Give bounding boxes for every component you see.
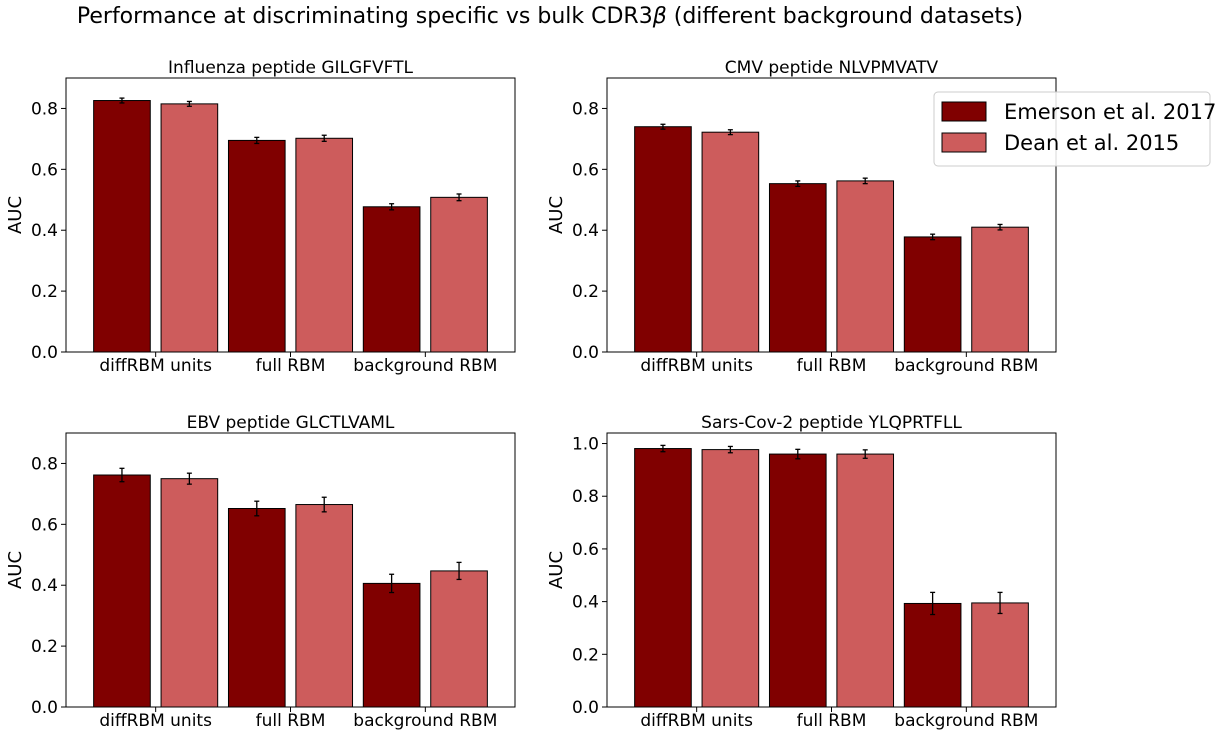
figure-title: Performance at discriminating specific v… xyxy=(0,4,1100,29)
figure-title-beta: β xyxy=(652,4,667,29)
y-tick-label: 0.8 xyxy=(572,487,599,507)
y-tick-label: 0.2 xyxy=(572,282,599,302)
x-tick-label: full RBM xyxy=(797,356,867,376)
bar xyxy=(227,139,286,353)
y-tick-label: 0.0 xyxy=(572,698,599,718)
y-tick-label: 0.4 xyxy=(31,221,58,241)
panel-influenza: 0.0 0.2 0.4 0.6 0.8 diffRBM units full RBM back… xyxy=(5,58,516,376)
bar xyxy=(160,103,219,353)
y-axis-label: AUC xyxy=(5,196,26,234)
x-tick-label: full RBM xyxy=(256,356,326,376)
bar xyxy=(971,226,1029,353)
bar xyxy=(836,453,895,708)
y-tick-label: 0.6 xyxy=(31,515,58,535)
bar xyxy=(362,206,421,353)
bar xyxy=(295,137,354,353)
y-tick-label: 0.2 xyxy=(31,282,58,302)
x-tick-label: background RBM xyxy=(894,711,1038,731)
y-tick-label: 0.0 xyxy=(572,343,599,363)
y-tick-label: 0.4 xyxy=(572,593,599,613)
legend-label: Emerson et al. 2017 xyxy=(1004,100,1216,124)
panel-title: CMV peptide NLVPMVATV xyxy=(725,58,939,78)
y-axis-label: AUC xyxy=(546,196,567,234)
figure-title-rest: (different background datasets) xyxy=(666,4,1024,29)
x-tick-label: diffRBM units xyxy=(99,711,212,731)
bar xyxy=(701,449,760,708)
panel-title: EBV peptide GLCTLVAML xyxy=(187,413,395,433)
panel-title: Influenza peptide GILGFVFTL xyxy=(168,58,413,78)
y-axis-label: AUC xyxy=(5,551,26,589)
x-tick-label: diffRBM units xyxy=(640,356,753,376)
x-tick-label: background RBM xyxy=(353,711,497,731)
bar xyxy=(93,100,151,353)
legend-frame xyxy=(933,91,1211,167)
bar xyxy=(971,602,1029,708)
bar xyxy=(768,453,827,708)
legend: Emerson et al. 2017 Dean et al. 2015 xyxy=(933,91,1216,167)
x-tick-label: full RBM xyxy=(797,711,867,731)
bar xyxy=(160,478,219,708)
x-tick-label: full RBM xyxy=(256,711,326,731)
x-tick-label: diffRBM units xyxy=(99,356,212,376)
y-tick-label: 0.0 xyxy=(31,343,58,363)
y-tick-label: 0.8 xyxy=(31,99,58,119)
bar xyxy=(93,474,151,708)
bar xyxy=(295,504,354,708)
panel-ebv: 0.0 0.2 0.4 0.6 0.8 diffRBM units full RBM back… xyxy=(5,413,516,731)
figure-title-main: Performance at discriminating specific v… xyxy=(76,4,653,29)
y-axis-label: AUC xyxy=(546,551,567,589)
bar xyxy=(227,508,286,708)
y-tick-label: 0.6 xyxy=(572,160,599,180)
y-tick-label: 0.2 xyxy=(572,645,599,665)
y-tick-label: 0.8 xyxy=(572,99,599,119)
legend-label: Dean et al. 2015 xyxy=(1004,131,1179,155)
x-tick-label: background RBM xyxy=(894,356,1038,376)
bar xyxy=(903,236,962,353)
panel-sars-cov-2: 0.0 0.2 0.4 0.6 0.8 1.0 diffRBM units full RBM b… xyxy=(546,413,1057,731)
y-tick-label: 0.8 xyxy=(31,454,58,474)
y-tick-label: 0.0 xyxy=(31,698,58,718)
y-tick-label: 0.4 xyxy=(572,221,599,241)
bar xyxy=(362,582,421,708)
y-tick-label: 1.0 xyxy=(572,435,599,455)
y-tick-label: 0.4 xyxy=(31,576,58,596)
bar xyxy=(634,448,692,708)
y-tick-label: 0.2 xyxy=(31,637,58,657)
bar xyxy=(430,570,488,708)
y-tick-label: 0.6 xyxy=(31,160,58,180)
y-tick-label: 0.6 xyxy=(572,540,599,560)
bar xyxy=(634,126,692,353)
bar xyxy=(430,196,488,353)
bar xyxy=(768,183,827,353)
bar xyxy=(836,180,895,353)
bar xyxy=(701,131,760,353)
x-tick-label: background RBM xyxy=(353,356,497,376)
bar xyxy=(903,602,962,708)
legend-swatch xyxy=(941,101,987,122)
panel-cmv: 0.0 0.2 0.4 0.6 0.8 diffRBM units full RBM back… xyxy=(546,58,1057,376)
x-tick-label: diffRBM units xyxy=(640,711,753,731)
panel-title: Sars-Cov-2 peptide YLQPRTFLL xyxy=(701,413,962,433)
legend-swatch xyxy=(941,132,987,153)
